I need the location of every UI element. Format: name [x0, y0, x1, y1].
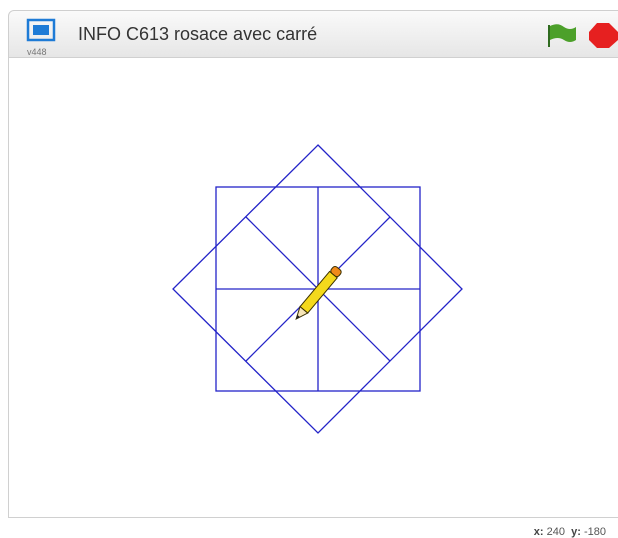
version-label: v448	[27, 47, 47, 57]
stop-button[interactable]	[589, 23, 618, 48]
y-label: y:	[571, 526, 581, 538]
mouse-coordinates: x: 240 y: -180	[534, 526, 606, 538]
stage	[8, 57, 618, 518]
y-value: -180	[584, 526, 606, 538]
x-label: x:	[534, 526, 544, 538]
x-value: 240	[547, 526, 565, 538]
green-flag[interactable]	[549, 24, 576, 47]
scratch-player: INFO C613 rosace avec carré v448 x: 240 …	[0, 0, 618, 537]
fullscreen-inner	[33, 25, 49, 35]
flag-cloth	[550, 24, 576, 42]
fullscreen-button[interactable]	[28, 20, 54, 40]
project-title: INFO C613 rosace avec carré	[78, 24, 317, 45]
